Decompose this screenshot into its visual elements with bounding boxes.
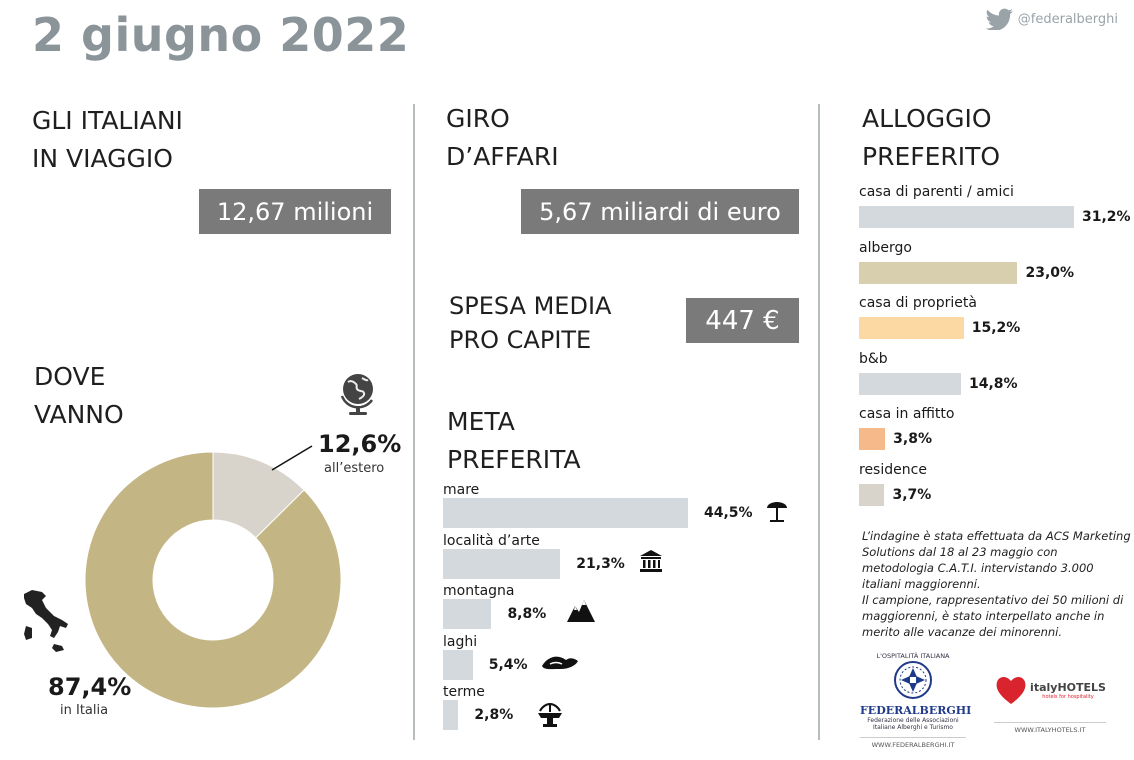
alloggio-bar-label: albergo bbox=[859, 239, 912, 256]
monument-icon bbox=[640, 550, 662, 572]
estero-percent: 12,6% bbox=[318, 430, 402, 458]
giro-affari-value: 5,67 miliardi di euro bbox=[539, 197, 781, 226]
survey-note-p1: L’indagine è stata effettuata da ACS Mar… bbox=[862, 529, 1131, 591]
alloggio-bar bbox=[859, 372, 961, 395]
italy-map-icon bbox=[24, 590, 68, 652]
meta-bar-label: località d’arte bbox=[443, 532, 540, 549]
alloggio-bar-value: 23,0% bbox=[1025, 264, 1075, 281]
giro-affari-heading: GIRO D’AFFARI bbox=[446, 104, 559, 171]
viaggiatori-value-box: 12,67 milioni bbox=[199, 189, 391, 234]
heart-icon bbox=[996, 676, 1026, 704]
twitter-bird-icon bbox=[985, 8, 1013, 30]
meta-bar-value: 5,4% bbox=[488, 656, 528, 673]
giro-affari-value-box: 5,67 miliardi di euro bbox=[521, 189, 799, 234]
meta-bar-value: 8,8% bbox=[507, 606, 547, 622]
federalberghi-logo-name: FEDERALBERGHI bbox=[860, 704, 972, 717]
federalberghi-logo-sub: Federazione delle Associazioni Italiane … bbox=[867, 717, 959, 731]
italia-percent: 87,4% bbox=[48, 673, 132, 701]
alloggio-bar bbox=[859, 206, 1074, 228]
federalberghi-emblem-icon bbox=[894, 661, 932, 699]
spesa-value-box: 447 € bbox=[686, 298, 799, 343]
alloggio-bar-value: 15,2% bbox=[971, 320, 1021, 336]
globe-icon bbox=[340, 374, 374, 415]
spesa-value: 447 € bbox=[705, 305, 780, 336]
alloggio-bar bbox=[859, 261, 1018, 284]
meta-bar-label: terme bbox=[443, 684, 485, 700]
italia-label: in Italia bbox=[60, 703, 109, 718]
estero-label: all’estero bbox=[324, 461, 385, 476]
fountain-icon bbox=[538, 703, 562, 727]
italyhotels-logo[interactable]: italyHOTELS hotels for hospitality WWW.I… bbox=[994, 674, 1106, 740]
lake-icon bbox=[542, 656, 578, 670]
alloggio-bar bbox=[859, 483, 885, 506]
alloggio-bar-label: casa di proprietà bbox=[859, 295, 977, 311]
alloggio-bar-value: 3,8% bbox=[893, 431, 932, 447]
survey-note: L’indagine è stata effettuata da ACS Mar… bbox=[862, 528, 1132, 640]
twitter-handle[interactable]: @federalberghi bbox=[984, 8, 1118, 30]
beach-umbrella-icon bbox=[767, 502, 787, 522]
alloggio-bar-label: b&b bbox=[859, 350, 888, 367]
meta-bar-value: 44,5% bbox=[704, 505, 753, 521]
meta-bar-label: mare bbox=[443, 482, 480, 498]
meta-heading: META PREFERITA bbox=[447, 407, 581, 474]
meta-bar bbox=[443, 649, 473, 680]
italyhotels-logo-sub: hotels for hospitality bbox=[1042, 693, 1094, 700]
estero-leader-line bbox=[271, 445, 313, 471]
italyhotels-logo-name: italyHOTELS bbox=[1030, 680, 1106, 694]
page-title: 2 giugno 2022 bbox=[32, 8, 410, 62]
alloggio-bar-value: 31,2% bbox=[1082, 209, 1131, 225]
alloggio-bar bbox=[859, 317, 964, 339]
federalberghi-url: WWW.FEDERALBERGHI.IT bbox=[860, 737, 966, 749]
alloggio-bar-value: 14,8% bbox=[968, 375, 1018, 392]
viaggiatori-value: 12,67 milioni bbox=[216, 197, 374, 226]
donut-slice-italia bbox=[84, 451, 342, 709]
alloggio-bar-label: casa di parenti / amici bbox=[859, 184, 1014, 200]
mountain-icon bbox=[567, 600, 595, 622]
federalberghi-logo[interactable]: L'OSPITALITÀ ITALIANA FEDERALBERGHI Fede… bbox=[860, 652, 972, 749]
meta-bar bbox=[443, 548, 561, 579]
spesa-heading: SPESA MEDIA PRO CAPITE bbox=[449, 292, 612, 354]
column-divider-right bbox=[818, 104, 820, 740]
alloggio-heading: ALLOGGIO PREFERITO bbox=[862, 104, 1001, 171]
dove-donut-chart bbox=[84, 445, 342, 709]
meta-bar bbox=[443, 498, 688, 528]
meta-bar-label: laghi bbox=[443, 633, 478, 650]
meta-bar-label: montagna bbox=[443, 583, 515, 599]
handle-text: @federalberghi bbox=[1017, 11, 1118, 27]
italyhotels-url: WWW.ITALYHOTELS.IT bbox=[994, 722, 1106, 734]
dove-heading: DOVE VANNO bbox=[34, 362, 124, 429]
viaggiatori-heading: GLI ITALIANI IN VIAGGIO bbox=[32, 106, 183, 173]
alloggio-bar-label: casa in affitto bbox=[859, 406, 955, 422]
meta-bar bbox=[443, 599, 492, 629]
alloggio-bar-label: residence bbox=[859, 461, 927, 478]
meta-bar-value: 2,8% bbox=[474, 707, 514, 723]
survey-note-p2: Il campione, rappresentativo dei 50 mili… bbox=[862, 593, 1124, 639]
meta-bar-value: 21,3% bbox=[576, 555, 625, 572]
alloggio-bar-value: 3,7% bbox=[892, 486, 932, 503]
column-divider-left bbox=[413, 104, 415, 740]
meta-bar bbox=[443, 700, 459, 730]
federalberghi-logo-top: L'OSPITALITÀ ITALIANA bbox=[876, 652, 950, 660]
alloggio-bar bbox=[859, 428, 886, 450]
